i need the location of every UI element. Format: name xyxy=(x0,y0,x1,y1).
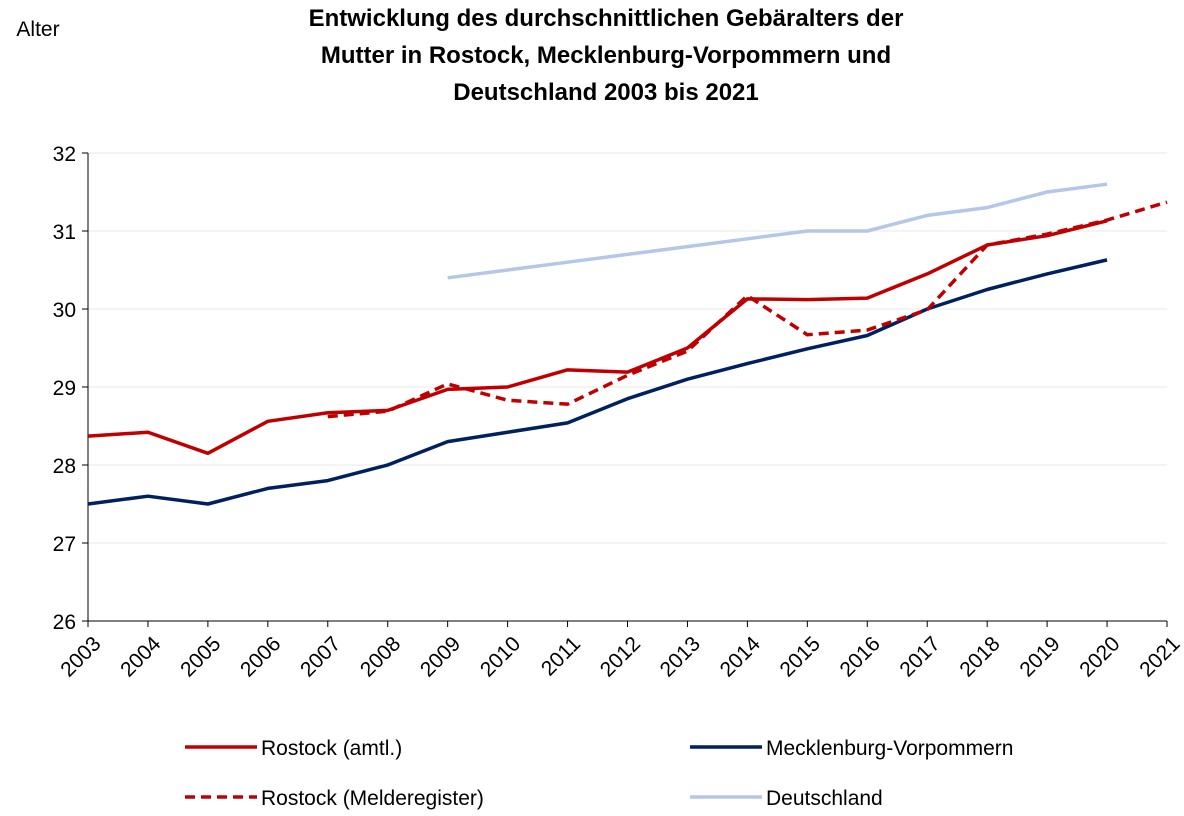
y-tick-label: 31 xyxy=(53,221,76,244)
legend-label: Mecklenburg-Vorpommern xyxy=(766,737,1013,760)
x-tick-label: 2003 xyxy=(56,632,105,681)
x-tick-label: 2020 xyxy=(1075,632,1124,681)
x-tick-label: 2014 xyxy=(716,632,766,682)
y-tick-label: 30 xyxy=(53,299,76,322)
series-line xyxy=(327,200,1168,419)
x-tick-label: 2005 xyxy=(176,632,225,681)
x-tick-label: 2007 xyxy=(296,632,345,681)
x-tick-label: 2016 xyxy=(836,632,885,681)
series-line xyxy=(447,182,1108,280)
legend-label: Rostock (Melderegister) xyxy=(261,787,484,810)
y-tick-label: 32 xyxy=(53,143,76,166)
series-line xyxy=(87,219,1108,456)
chart-title: Deutschland 2003 bis 2021 xyxy=(453,79,758,106)
y-tick-label: 29 xyxy=(53,377,76,400)
series-line xyxy=(87,258,1108,506)
x-tick-label: 2008 xyxy=(356,632,405,681)
x-tick-label: 2015 xyxy=(776,632,825,681)
x-tick-label: 2009 xyxy=(416,632,465,681)
x-tick-label: 2021 xyxy=(1135,632,1184,681)
chart-title: Entwicklung des durchschnittlichen Gebär… xyxy=(309,5,904,32)
y-tick-label: 27 xyxy=(53,533,76,556)
chart-title: Mutter in Rostock, Mecklenburg-Vorpommer… xyxy=(321,42,891,69)
legend-label: Rostock (amtl.) xyxy=(261,737,402,760)
x-tick-label: 2019 xyxy=(1015,632,1064,681)
y-tick-label: 28 xyxy=(53,455,76,478)
y-tick-label: 26 xyxy=(53,611,76,634)
x-tick-label: 2013 xyxy=(656,632,705,681)
x-tick-label: 2017 xyxy=(895,632,944,681)
x-tick-label: 2011 xyxy=(537,632,585,680)
y-axis-label: Alter xyxy=(16,18,59,41)
x-tick-label: 2006 xyxy=(236,632,285,681)
x-tick-label: 2010 xyxy=(476,632,525,681)
x-tick-label: 2004 xyxy=(116,632,166,682)
legend-label: Deutschland xyxy=(766,787,883,810)
x-tick-label: 2012 xyxy=(596,632,645,681)
x-tick-label: 2018 xyxy=(955,632,1004,681)
